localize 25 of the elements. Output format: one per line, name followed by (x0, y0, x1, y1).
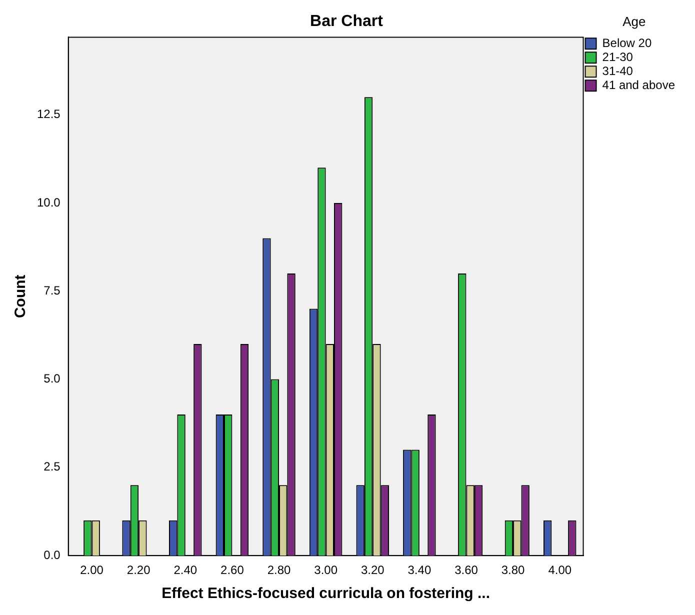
y-tick-label: 12.5 (36, 107, 61, 122)
y-tick-label: 2.5 (44, 460, 61, 474)
x-tick-label: 2.00 (80, 563, 104, 578)
chart-title: Bar Chart (310, 13, 384, 30)
x-tick-label: 3.00 (314, 563, 338, 578)
legend-label: 31-40 (602, 64, 634, 78)
x-tick-label: 3.80 (501, 563, 526, 578)
legend-label: Below 20 (602, 36, 652, 50)
x-tick-label: 2.80 (267, 563, 292, 578)
legend-label: 41 and above (602, 78, 676, 92)
y-tick-label: 0.0 (44, 548, 61, 562)
x-tick-label: 2.60 (220, 563, 244, 578)
y-axis-title: Count (12, 274, 30, 318)
y-tick-label: 10.0 (36, 195, 61, 210)
x-tick-label: 3.40 (408, 563, 432, 578)
x-tick-label: 3.60 (454, 563, 478, 578)
x-tick-label: 2.40 (174, 563, 198, 578)
y-tick-label: 7.5 (44, 283, 61, 298)
x-tick-label: 4.00 (548, 563, 572, 578)
legend-label: 21-30 (602, 50, 634, 64)
x-tick-label: 2.20 (126, 563, 151, 578)
x-axis-title: Effect Ethics-focused curricula on fostering ... (162, 585, 490, 602)
x-tick-label: 3.20 (360, 563, 385, 578)
y-tick-label: 5.0 (44, 372, 61, 386)
legend-title: Age (622, 14, 646, 30)
